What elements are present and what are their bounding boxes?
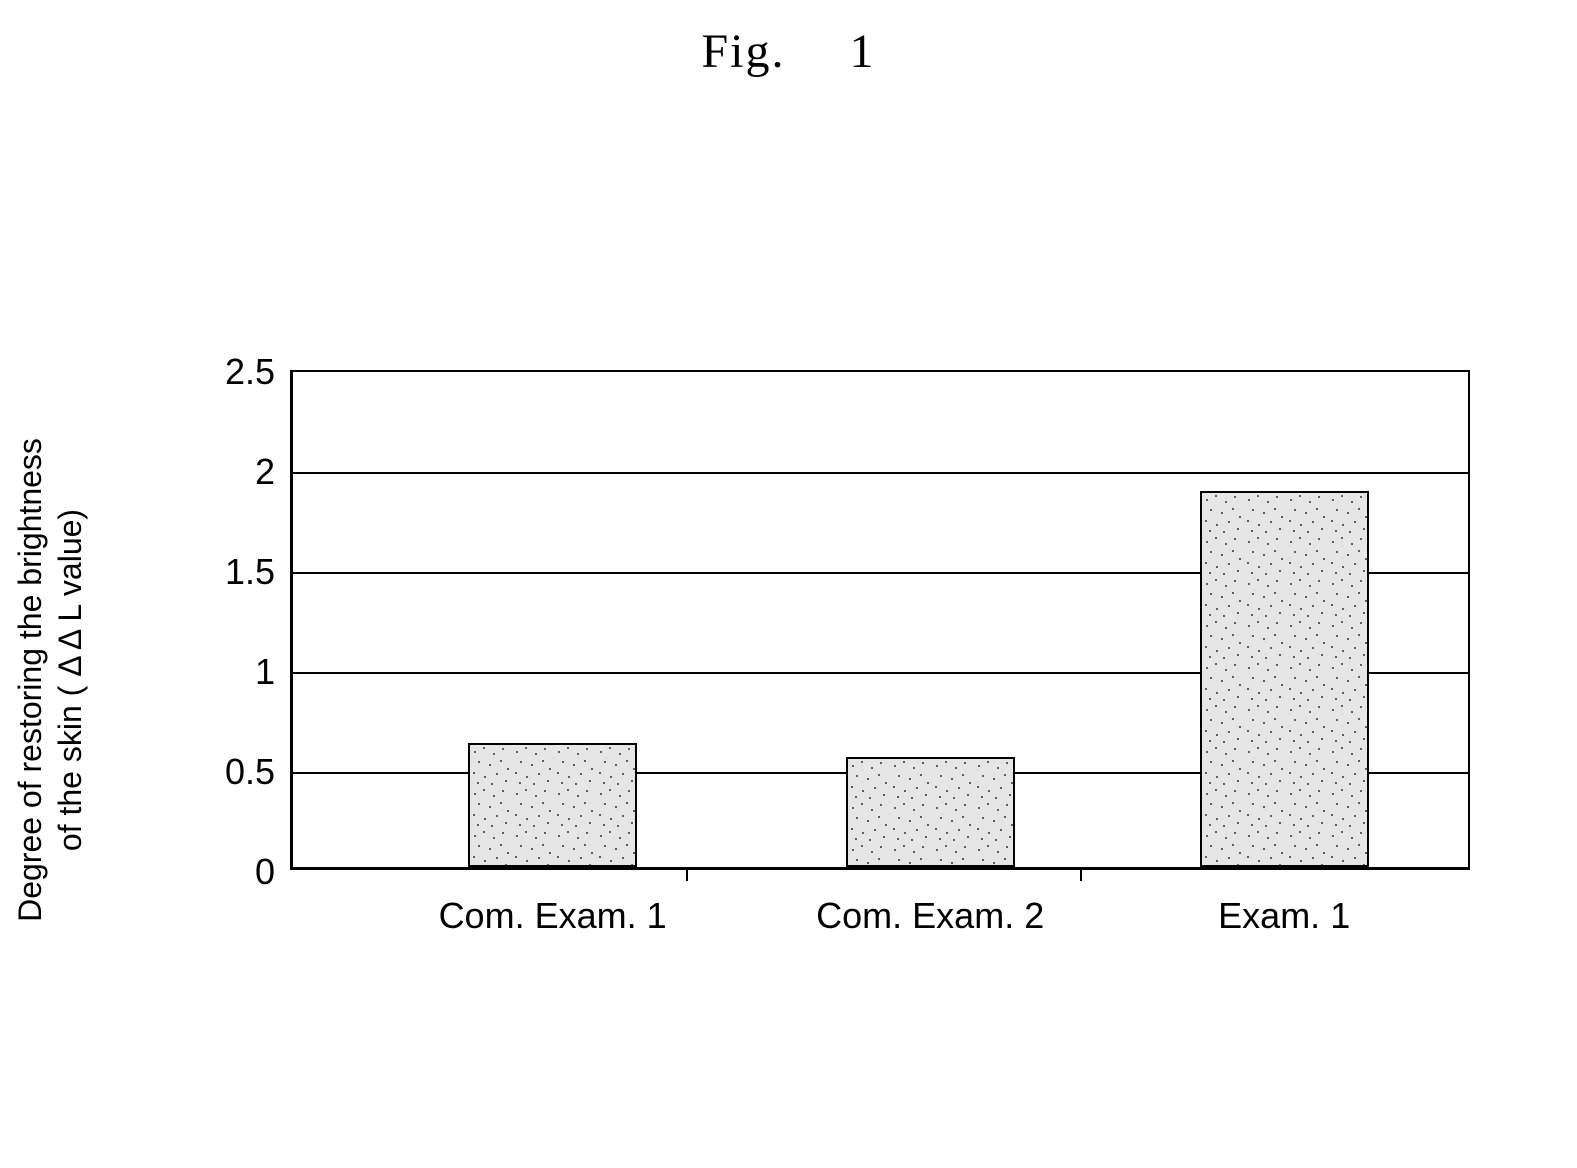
y-tick-label: 1.5: [225, 551, 293, 593]
y-tick-label: 0: [255, 851, 293, 893]
bar-fill: [848, 759, 1013, 865]
y-tick-label: 2.5: [225, 351, 293, 393]
gridline: [293, 472, 1468, 474]
category-label: Com. Exam. 2: [816, 895, 1044, 937]
bar-chart: Degree of restoring the brightness of th…: [110, 370, 1490, 990]
y-axis-label-line1: Degree of restoring the brightness: [12, 438, 48, 922]
x-tick: [686, 867, 688, 881]
plot-area: 00.511.522.5Com. Exam. 1Com. Exam. 2Exam…: [290, 370, 1470, 870]
bar: [468, 743, 637, 867]
y-axis-label: Degree of restoring the brightness of th…: [10, 438, 90, 922]
bar: [1200, 491, 1369, 867]
y-tick-label: 0.5: [225, 751, 293, 793]
y-tick-label: 1: [255, 651, 293, 693]
figure-title: Fig. 1: [0, 24, 1577, 79]
y-tick-label: 2: [255, 451, 293, 493]
bar-fill: [470, 745, 635, 865]
category-label: Com. Exam. 1: [439, 895, 667, 937]
bar-fill: [1202, 493, 1367, 865]
x-tick: [1080, 867, 1082, 881]
y-axis-label-line2: of the skin ( Δ Δ L value): [52, 509, 88, 851]
bar: [846, 757, 1015, 867]
category-label: Exam. 1: [1218, 895, 1350, 937]
